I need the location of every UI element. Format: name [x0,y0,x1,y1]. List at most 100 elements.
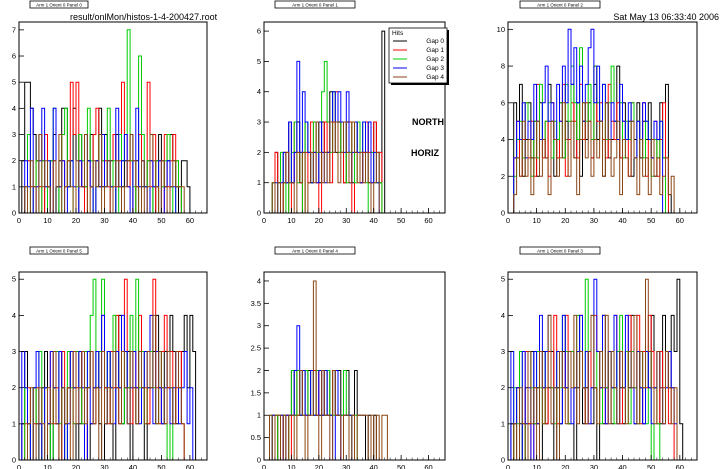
panel-title: Arm 1 Orient 0 Panel 2 [537,3,583,8]
y-tick-label: 3 [257,118,261,127]
plot-frame [263,21,446,214]
x-tick-label: 30 [342,216,350,225]
y-tick-label: 6 [257,27,261,36]
y-tick-label: 4 [12,311,16,320]
panel-title-box [274,246,356,255]
histogram-panel-1: Arm 1 Orient 0 Panel 1 0 10 20 30 40 50 60 0 1 2 3 4… [257,0,446,225]
y-tick-label: 6 [12,52,16,61]
series-gap-4 [19,134,207,213]
y-tick-label: 4 [257,276,261,285]
y-tick-label: 2 [501,383,505,392]
datetime-label: Sat May 13 06:33:40 2006 [613,12,719,22]
panel-title: Arm 1 Orient 0 Panel 5 [36,249,82,254]
y-tick-label: 4 [12,104,16,113]
series-gap-4 [264,121,445,213]
y-tick-label: 8 [501,62,505,71]
y-tick-label: 4 [501,311,505,320]
x-tick-label: 10 [43,463,51,469]
y-tick-label: 5 [12,78,16,87]
x-tick-label: 50 [157,216,165,225]
panel-title-box [29,246,89,255]
x-tick-label: 20 [561,216,569,225]
x-tick-label: 0 [17,463,21,469]
x-tick-label: 60 [186,216,194,225]
x-tick-label: 40 [129,216,137,225]
histogram-panel-0: Arm 1 Orient 0 Panel 0 0 10 20 30 40 50 60 0 1 2 3 4… [12,0,208,225]
y-tick-label: 7 [12,25,16,34]
x-tick-label: 60 [424,463,432,469]
x-tick-label: 60 [676,463,684,469]
x-tick-label: 60 [186,463,194,469]
x-tick-label: 20 [315,216,323,225]
y-tick-label: 1 [257,178,261,187]
x-tick-label: 10 [532,216,540,225]
x-tick-label: 0 [262,216,266,225]
y-tick-label: 2 [501,172,505,181]
y-tick-label: 2 [257,366,261,375]
legend-label: Gap 0 [426,38,444,45]
y-tick-label: 6 [501,98,505,107]
legend-title: Hits [392,30,404,37]
histogram-panel-2: Arm 1 Orient 0 Panel 2 0 10 20 30 40 50 60 0 2 4 6 8… [497,0,698,225]
annotation-north: NORTH [412,117,444,127]
x-tick-label: 10 [287,216,295,225]
plot-frame [507,271,698,461]
x-tick-label: 50 [397,216,405,225]
y-tick-label: 0.5 [251,433,261,442]
y-tick-label: 0 [257,209,261,218]
y-tick-label: 5 [12,275,16,284]
x-tick-label: 40 [618,216,626,225]
plot-area [264,280,445,460]
plot-area [508,28,697,213]
y-tick-label: 3 [12,130,16,139]
x-tick-label: 50 [157,463,165,469]
panel-title-box [274,0,356,9]
plot-frame [18,21,208,214]
y-tick-label: 2 [12,156,16,165]
y-tick-label: 2 [257,148,261,157]
x-tick-label: 20 [72,463,80,469]
plot-frame [18,271,208,461]
x-tick-label: 30 [590,463,598,469]
y-tick-label: 4 [501,135,505,144]
series-gap-4 [264,280,445,460]
y-tick-label: 0 [501,456,505,465]
y-tick-label: 0 [257,456,261,465]
histogram-panel-4: Arm 1 Orient 0 Panel 4 0 10 20 30 40 50 60 0 0.5 1… [251,246,446,469]
y-tick-label: 0 [12,209,16,218]
plot-area [19,29,207,213]
y-tick-label: 4 [257,87,261,96]
x-tick-label: 40 [370,216,378,225]
panel-title: Arm 1 Orient 0 Panel 4 [292,249,338,254]
x-tick-label: 20 [72,216,80,225]
x-tick-label: 10 [287,463,295,469]
plot-frame [507,21,698,214]
y-tick-label: 3 [257,321,261,330]
y-tick-label: 0 [501,209,505,218]
x-tick-label: 30 [100,463,108,469]
histogram-panel-3: Arm 1 Orient 0 Panel 5 0 10 20 30 40 50 60 0 1 2 3 4… [12,246,208,469]
annotation-horiz: HORIZ [411,148,440,158]
series-gap-4 [19,314,207,460]
y-tick-label: 2.5 [251,344,261,353]
y-tick-label: 2 [12,383,16,392]
legend-label: Gap 4 [426,74,444,81]
legend-label: Gap 1 [426,47,444,54]
plot-area [19,278,207,460]
panel-title: Arm 1 Orient 0 Panel 0 [36,3,82,8]
x-tick-label: 60 [424,216,432,225]
plot-area [264,30,445,213]
panel-title: Arm 1 Orient 0 Panel 3 [537,249,583,254]
x-tick-label: 40 [618,463,626,469]
legend-label: Gap 2 [426,56,444,63]
x-tick-label: 0 [506,216,510,225]
x-tick-label: 50 [397,463,405,469]
x-tick-label: 30 [590,216,598,225]
y-tick-label: 1 [257,411,261,420]
y-tick-label: 1 [501,419,505,428]
panel-title-box [519,246,601,255]
series-gap-4 [508,102,697,213]
y-tick-label: 5 [501,275,505,284]
plot-frame [263,271,446,461]
